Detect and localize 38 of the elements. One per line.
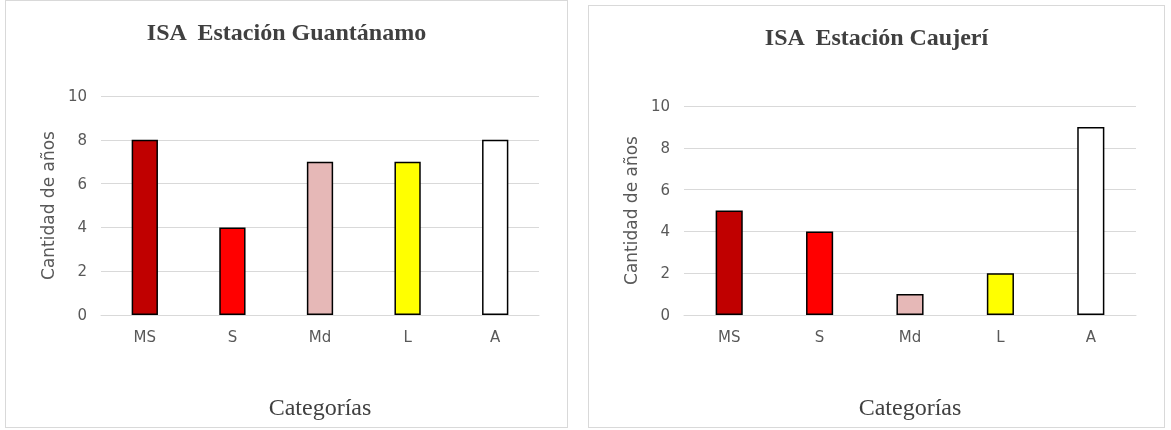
- bar: [219, 227, 246, 315]
- y-tick-label: 2: [77, 262, 87, 281]
- x-axis-title: Categorías: [268, 394, 372, 420]
- bar: [306, 161, 334, 315]
- chart-title: ISA Estación Guantánamo: [146, 19, 427, 45]
- x-axis-title: Categorías: [858, 394, 962, 420]
- x-tick-label: S: [814, 327, 825, 346]
- x-tick-label: Md: [898, 327, 922, 346]
- x-tick-label: L: [996, 327, 1006, 346]
- y-tick-label: 4: [77, 218, 87, 237]
- y-axis-title: Cantidad de años: [37, 130, 58, 280]
- y-tick-label: 2: [660, 264, 670, 283]
- y-tick-label: 8: [77, 130, 87, 149]
- y-tick-label: 10: [650, 97, 670, 115]
- x-tick-label: A: [490, 327, 502, 346]
- bar: [482, 139, 509, 315]
- x-tick-label: Md: [308, 327, 332, 346]
- bar: [131, 139, 158, 315]
- y-tick-label: 0: [77, 306, 87, 324]
- x-tick-label: L: [403, 327, 413, 346]
- y-tick-label: 10: [67, 87, 87, 105]
- y-tick-label: 0: [660, 306, 670, 324]
- y-tick-label: 8: [660, 138, 670, 157]
- y-axis-title: Cantidad de años: [620, 135, 641, 285]
- bar: [715, 210, 743, 315]
- y-tick-label: 4: [660, 222, 670, 241]
- bar: [806, 231, 834, 315]
- bar: [1077, 126, 1105, 315]
- bar: [896, 294, 924, 315]
- x-tick-label: S: [227, 327, 238, 346]
- x-tick-label: MS: [133, 327, 157, 346]
- bar: [394, 161, 421, 315]
- bar: [986, 273, 1014, 315]
- x-tick-label: A: [1085, 327, 1097, 346]
- chart-title: ISA Estación Caujerí: [764, 24, 989, 50]
- y-tick-label: 6: [77, 174, 87, 193]
- y-tick-label: 6: [660, 180, 670, 199]
- x-tick-label: MS: [717, 327, 741, 346]
